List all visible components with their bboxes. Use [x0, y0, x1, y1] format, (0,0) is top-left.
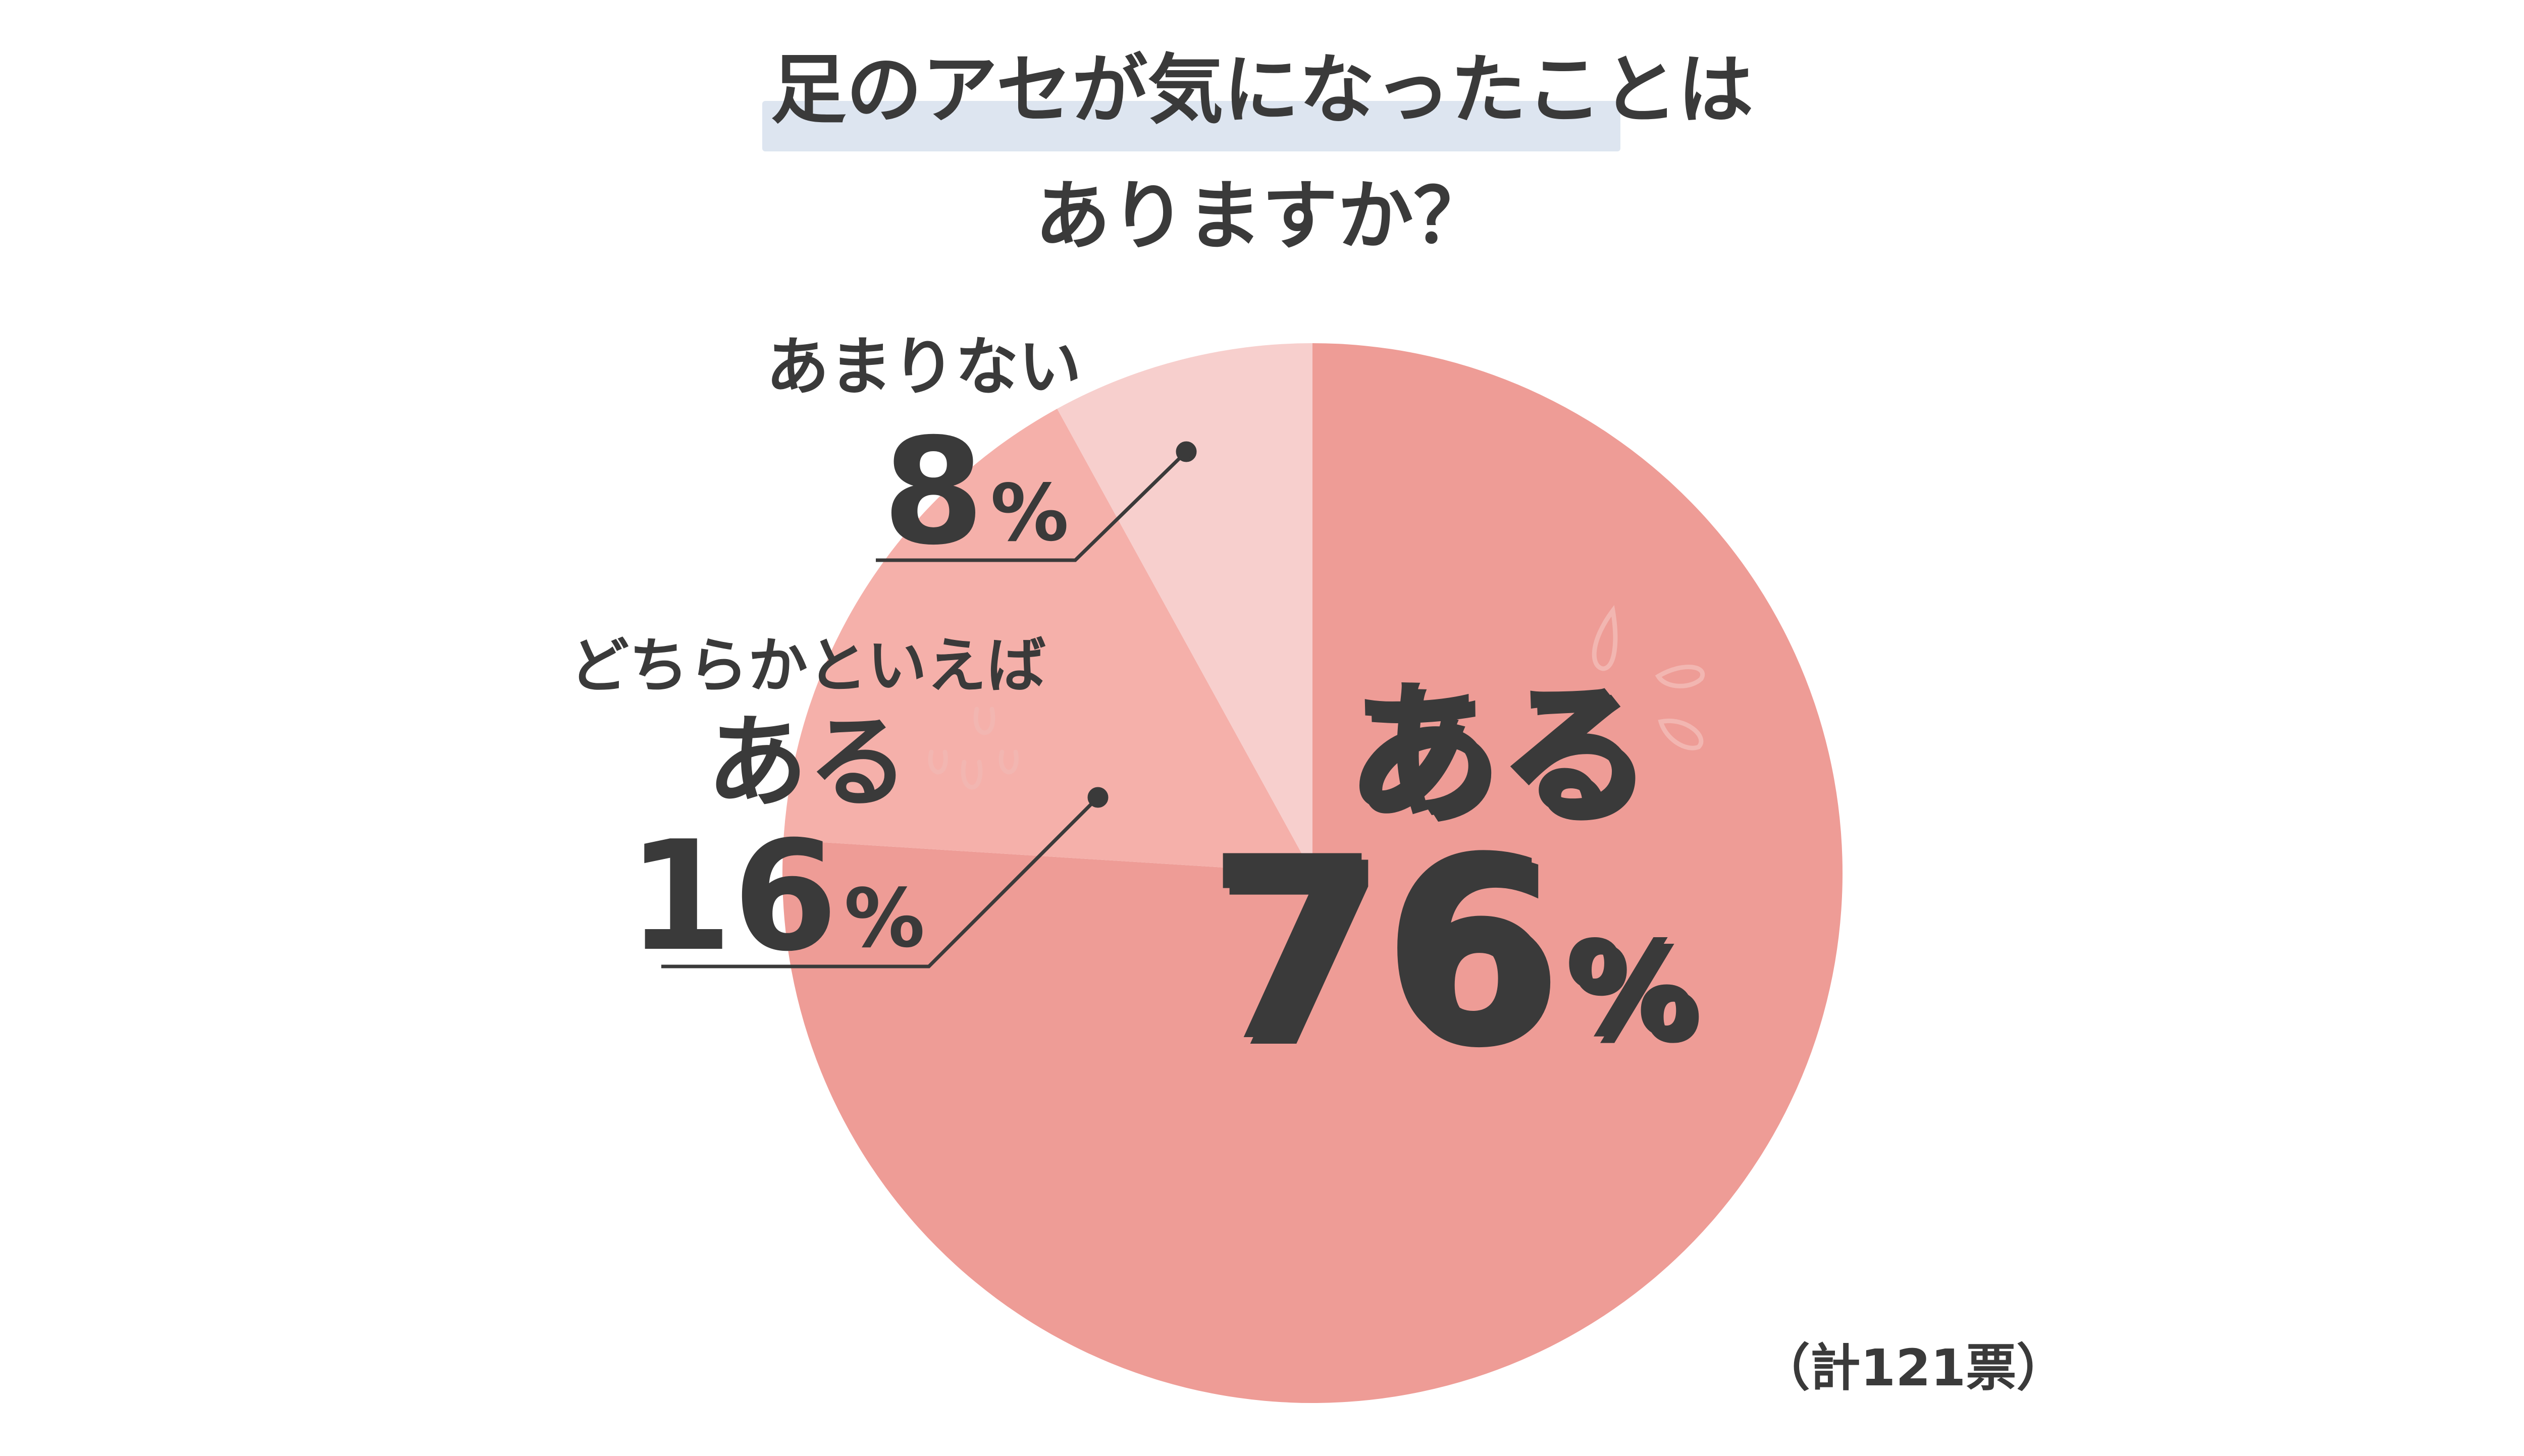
label-amarinai-unit: %: [990, 467, 1069, 559]
leader-line-amarinai: [876, 450, 1188, 562]
pie-slice-dochiraka: [783, 408, 1312, 873]
label-aru-value: 76: [1206, 803, 1557, 1097]
label-dochiraka-unit: %: [844, 871, 925, 965]
label-aru: ある ある 76 76 % %: [1206, 665, 1703, 1103]
total-votes-note: （計121票）: [1760, 1338, 2067, 1397]
label-aru-unit-shadow: %: [1571, 920, 1703, 1072]
label-amarinai-value: 8: [882, 407, 984, 577]
leader-dot-amarinai: [1176, 441, 1197, 462]
sweat-drops-icon: [928, 605, 1705, 790]
label-amarinai-name: あまりない: [766, 331, 1082, 404]
leader-dot-dochiraka: [1087, 787, 1109, 808]
label-aru-value-shadow: 76: [1213, 810, 1564, 1103]
chart-title-line2: ありますか？: [1035, 173, 1489, 260]
label-dochiraka-line1: どちらかといえば: [569, 631, 1046, 700]
pie-slice-amarinai: [1057, 343, 1312, 873]
label-dochiraka: どちらかといえば ある 16 %: [569, 631, 1046, 985]
label-amarinai: あまりない 8 %: [766, 331, 1082, 577]
chart-title-line1: 足のアセが気になったことは: [770, 46, 1753, 134]
label-dochiraka-line2: ある: [707, 704, 909, 822]
label-aru-name-shadow: ある: [1352, 671, 1655, 847]
label-aru-name: ある: [1345, 665, 1648, 841]
pie-slices: [782, 343, 1843, 1403]
leader-lines: [661, 441, 1197, 968]
label-dochiraka-value: 16: [627, 808, 838, 985]
leader-line-dochiraka: [661, 796, 1099, 968]
title-highlight: [762, 101, 1620, 151]
label-aru-unit: %: [1565, 913, 1697, 1066]
